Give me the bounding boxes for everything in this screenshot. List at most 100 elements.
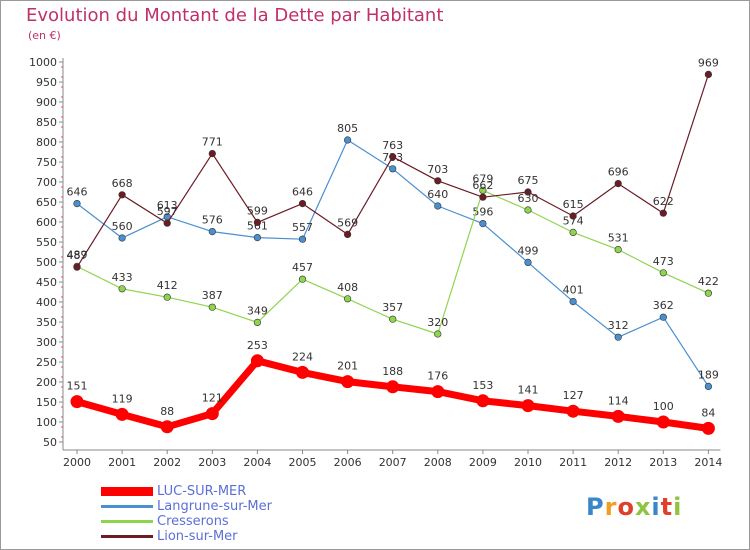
data-point bbox=[521, 399, 535, 413]
x-tick-label: 2012 bbox=[604, 456, 632, 469]
data-label: 114 bbox=[608, 394, 629, 407]
legend-swatch bbox=[101, 487, 153, 496]
y-tick-label: 250 bbox=[36, 356, 57, 369]
data-label: 362 bbox=[653, 299, 674, 312]
data-point bbox=[205, 407, 219, 421]
data-label: 141 bbox=[518, 384, 539, 397]
chart-title: Evolution du Montant de la Dette par Hab… bbox=[26, 5, 444, 26]
data-label: 561 bbox=[247, 220, 268, 233]
data-label: 151 bbox=[67, 380, 88, 393]
y-tick-label: 150 bbox=[36, 396, 57, 409]
data-point bbox=[115, 407, 129, 421]
y-tick-label: 800 bbox=[36, 136, 57, 149]
data-point bbox=[344, 136, 352, 144]
data-point bbox=[434, 202, 442, 210]
data-label: 422 bbox=[698, 275, 719, 288]
data-point bbox=[296, 365, 309, 379]
data-label: 253 bbox=[247, 339, 268, 352]
data-point bbox=[569, 228, 577, 236]
data-point bbox=[389, 165, 397, 173]
data-point bbox=[208, 150, 216, 158]
y-tick-label: 600 bbox=[36, 216, 57, 229]
data-point bbox=[298, 275, 307, 283]
x-tick-label: 2008 bbox=[424, 456, 452, 469]
data-label: 88 bbox=[160, 405, 174, 418]
x-tick-label: 2013 bbox=[649, 456, 677, 469]
data-point bbox=[434, 177, 442, 185]
data-label: 679 bbox=[472, 172, 493, 185]
data-point bbox=[389, 315, 397, 323]
legend-label: Langrune-sur-Mer bbox=[157, 499, 272, 514]
y-tick-label: 550 bbox=[36, 236, 57, 249]
data-point bbox=[524, 188, 532, 196]
data-point bbox=[253, 234, 261, 242]
data-point bbox=[208, 303, 216, 311]
y-tick-label: 650 bbox=[36, 196, 57, 209]
data-point bbox=[298, 235, 307, 243]
data-point bbox=[479, 193, 487, 201]
data-point bbox=[73, 263, 81, 271]
data-label: 574 bbox=[563, 214, 584, 227]
data-point bbox=[614, 333, 622, 341]
x-tick-label: 2011 bbox=[559, 456, 587, 469]
data-point bbox=[656, 415, 670, 429]
data-point bbox=[70, 395, 84, 409]
y-tick-label: 900 bbox=[36, 96, 57, 109]
y-tick-label: 350 bbox=[36, 316, 57, 329]
data-label: 805 bbox=[337, 122, 358, 135]
data-label: 668 bbox=[112, 177, 133, 190]
data-point bbox=[386, 380, 400, 394]
data-point bbox=[253, 318, 261, 327]
y-tick-label: 200 bbox=[36, 376, 57, 389]
data-point bbox=[569, 212, 577, 220]
y-tick-label: 400 bbox=[36, 296, 57, 309]
data-point bbox=[569, 298, 577, 306]
data-label: 662 bbox=[472, 179, 493, 192]
data-label: 127 bbox=[563, 389, 584, 402]
data-point bbox=[250, 354, 264, 368]
data-point bbox=[524, 206, 532, 214]
data-point bbox=[479, 220, 487, 228]
data-label: 84 bbox=[701, 406, 715, 419]
data-label: 599 bbox=[247, 204, 268, 217]
x-tick-label: 2009 bbox=[469, 456, 497, 469]
y-tick-label: 50 bbox=[43, 436, 57, 449]
y-tick-label: 750 bbox=[36, 156, 57, 169]
data-label: 487 bbox=[67, 249, 88, 262]
data-point bbox=[704, 70, 713, 78]
data-point bbox=[566, 404, 580, 418]
data-label: 703 bbox=[427, 163, 448, 176]
data-label: 675 bbox=[518, 174, 539, 187]
data-label: 499 bbox=[518, 244, 539, 257]
y-tick-label: 950 bbox=[36, 76, 57, 89]
data-point bbox=[524, 258, 532, 267]
data-label: 176 bbox=[427, 370, 448, 383]
x-tick-label: 2000 bbox=[63, 456, 91, 469]
data-label: 771 bbox=[202, 136, 223, 149]
data-point bbox=[341, 375, 355, 389]
data-label: 153 bbox=[472, 379, 493, 392]
chart-unit: (en €) bbox=[28, 29, 61, 42]
data-point bbox=[73, 200, 81, 208]
data-label: 412 bbox=[157, 279, 178, 292]
y-tick-label: 300 bbox=[36, 336, 57, 349]
data-point bbox=[659, 209, 667, 217]
data-point bbox=[701, 421, 715, 435]
data-point bbox=[208, 228, 216, 236]
x-tick-label: 2002 bbox=[153, 456, 181, 469]
data-label: 188 bbox=[382, 365, 403, 378]
x-tick-label: 2010 bbox=[514, 456, 542, 469]
legend-swatch bbox=[101, 535, 153, 538]
legend-label: Cresserons bbox=[157, 514, 229, 529]
data-label: 640 bbox=[427, 188, 448, 201]
data-point bbox=[118, 234, 126, 242]
data-label: 531 bbox=[608, 232, 629, 245]
data-label: 100 bbox=[653, 400, 674, 413]
y-tick-label: 1000 bbox=[29, 56, 57, 69]
data-point bbox=[118, 285, 126, 293]
data-label: 401 bbox=[563, 284, 584, 297]
data-point bbox=[611, 409, 625, 423]
data-label: 312 bbox=[608, 319, 629, 332]
y-tick-label: 100 bbox=[36, 416, 57, 429]
